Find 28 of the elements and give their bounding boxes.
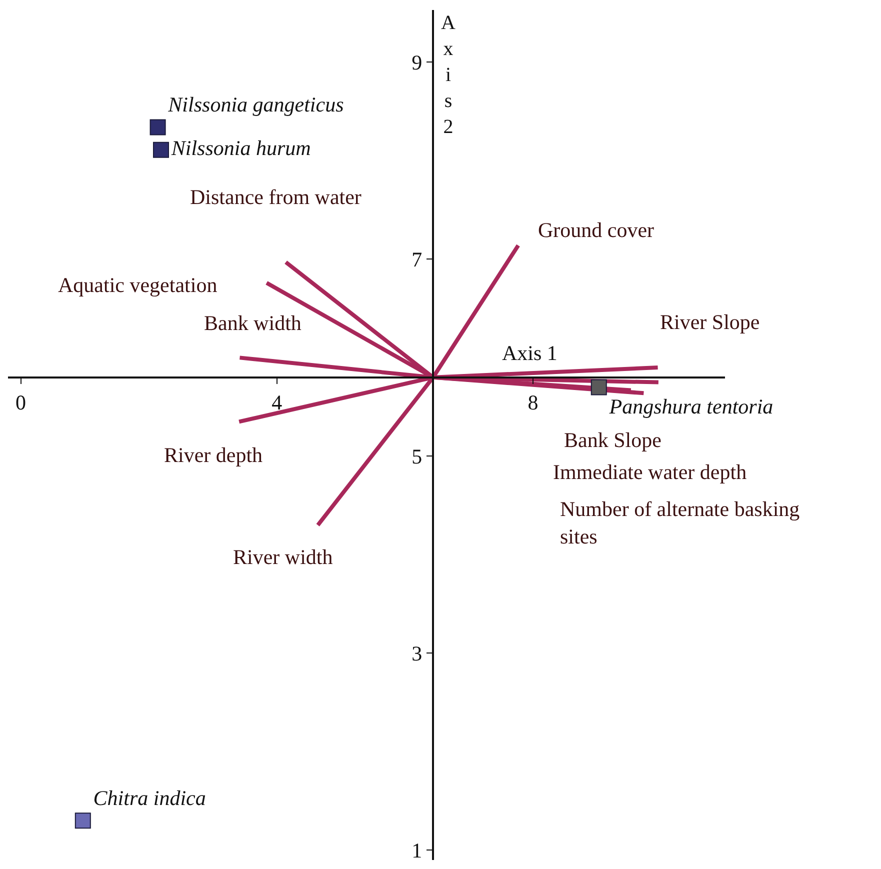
x-axis-title: Axis 1	[502, 341, 558, 365]
annotation: Bank width	[204, 311, 302, 335]
annotation: Bank Slope	[564, 428, 662, 452]
point	[590, 379, 607, 396]
x-tick-label: 8	[528, 390, 538, 414]
y-tick-label: 9	[412, 50, 422, 75]
annotation: Distance from water	[190, 185, 362, 209]
series-label: Pangshura tentoria	[608, 394, 774, 418]
x-tick-label: 4	[272, 390, 283, 414]
annotation: Aquatic vegetation	[58, 273, 218, 297]
point	[150, 119, 166, 136]
annotation: Number of alternate basking sites	[560, 497, 800, 548]
y-axis-title: Axis 2	[441, 12, 456, 138]
y-tick-label: 1	[412, 838, 422, 862]
y-tick-label: 7	[412, 248, 422, 272]
annotation: River Slope	[660, 310, 760, 334]
x-tick-label: 0	[16, 390, 26, 414]
y-tick-label: 5	[412, 444, 422, 469]
annotation: River depth	[164, 443, 264, 467]
point	[153, 142, 169, 158]
series-label: Nilssonia gangeticus	[167, 92, 344, 117]
annotation: Ground cover	[538, 218, 654, 242]
y-tick-label: 3	[412, 642, 422, 666]
series-label: Nilssonia hurum	[170, 136, 311, 160]
annotation: Immediate water depth	[553, 460, 748, 484]
series-label: Chitra indica	[93, 786, 206, 810]
annotation: River width	[233, 545, 334, 569]
point	[74, 812, 91, 829]
